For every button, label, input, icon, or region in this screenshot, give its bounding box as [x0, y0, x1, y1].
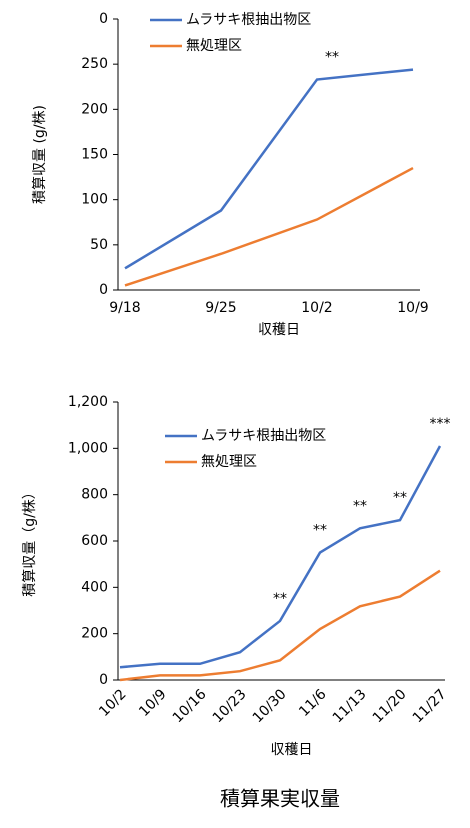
x-tick-label: 10/2: [96, 686, 130, 720]
x-tick-label: 11/27: [410, 686, 450, 726]
legend-label: 無処理区: [186, 38, 242, 54]
y-tick-label: 0: [99, 11, 108, 27]
annotation: **: [393, 490, 407, 506]
y-tick-label: 1,000: [68, 440, 108, 456]
x-tick-label: 11/20: [370, 686, 410, 726]
y-tick-label: 200: [81, 101, 108, 117]
y-tick-label: 100: [81, 192, 108, 208]
y-tick-label: 50: [90, 237, 108, 253]
y-tick-label: 400: [81, 579, 108, 595]
x-tick-label: 11/6: [296, 686, 330, 720]
x-tick-label: 11/13: [330, 686, 370, 726]
annotation: **: [273, 591, 287, 607]
x-tick-label: 9/25: [205, 300, 236, 316]
legend-label: ムラサキ根抽出物区: [186, 12, 311, 28]
y-tick-label: 150: [81, 147, 108, 163]
series-line: [119, 569, 441, 682]
series-line: [124, 166, 414, 287]
x-tick-label: 10/23: [210, 686, 250, 726]
legend-label: 無処理区: [201, 454, 257, 470]
x-tick-label: 10/16: [170, 686, 210, 726]
annotation: **: [325, 50, 339, 66]
annotation: ***: [430, 416, 451, 432]
y-tick-label: 1,200: [68, 394, 108, 410]
annotation: **: [353, 498, 367, 514]
y-tick-label: 0: [99, 282, 108, 298]
series-line: [124, 68, 414, 270]
y-axis-label: 積算収量 (g/株): [32, 105, 48, 204]
y-tick-label: 600: [81, 533, 108, 549]
series-line: [119, 445, 442, 669]
x-tick-label: 10/9: [397, 300, 428, 316]
x-axis-label: 収穫日: [258, 322, 300, 338]
y-tick-label: 800: [81, 487, 108, 503]
y-tick-label: 0: [99, 672, 108, 688]
caption: 積算果実収量: [220, 787, 340, 811]
y-axis-label: 積算収量（g/株）: [22, 485, 38, 597]
x-tick-label: 9/18: [109, 300, 140, 316]
x-axis-label: 収穫日: [271, 742, 313, 758]
annotation: **: [313, 523, 327, 539]
y-tick-label: 250: [81, 56, 108, 72]
x-tick-label: 10/2: [301, 300, 332, 316]
x-tick-label: 10/30: [250, 686, 290, 726]
y-tick-label: 200: [81, 626, 108, 642]
x-tick-label: 10/9: [136, 686, 170, 720]
legend-label: ムラサキ根抽出物区: [201, 428, 326, 444]
